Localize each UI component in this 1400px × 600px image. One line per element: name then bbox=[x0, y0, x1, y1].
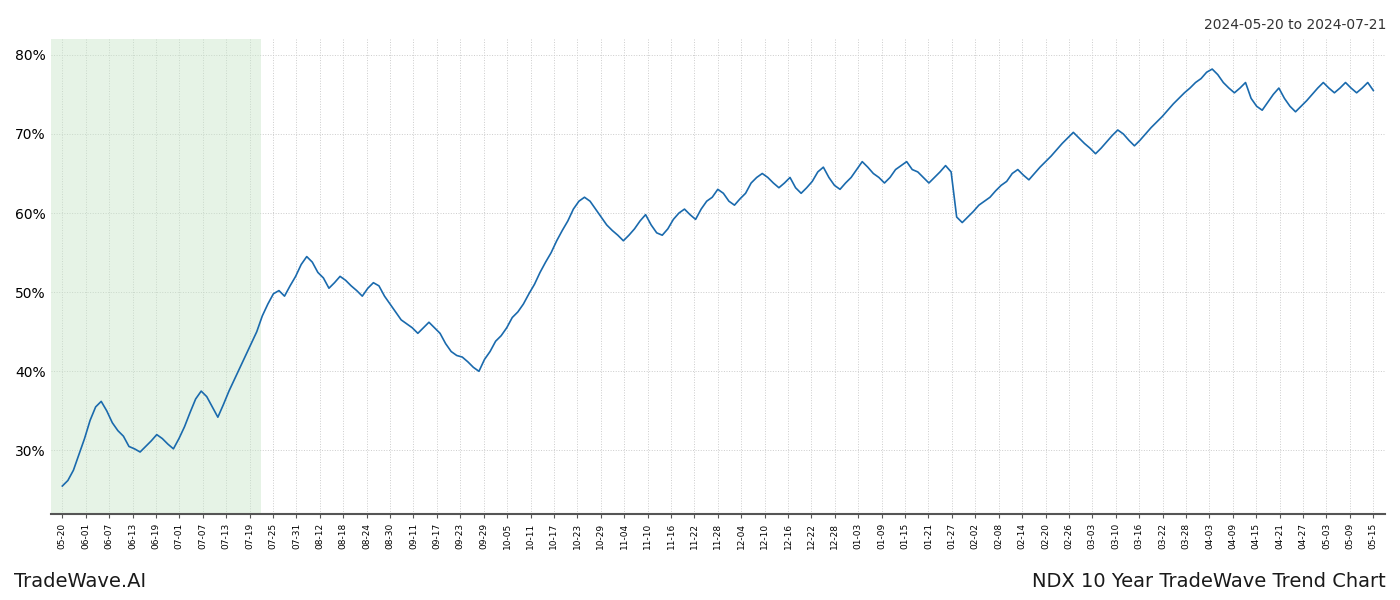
Text: 2024-05-20 to 2024-07-21: 2024-05-20 to 2024-07-21 bbox=[1204, 18, 1386, 32]
Bar bbox=[50, 39, 262, 514]
Text: NDX 10 Year TradeWave Trend Chart: NDX 10 Year TradeWave Trend Chart bbox=[1032, 572, 1386, 591]
Text: TradeWave.AI: TradeWave.AI bbox=[14, 572, 146, 591]
